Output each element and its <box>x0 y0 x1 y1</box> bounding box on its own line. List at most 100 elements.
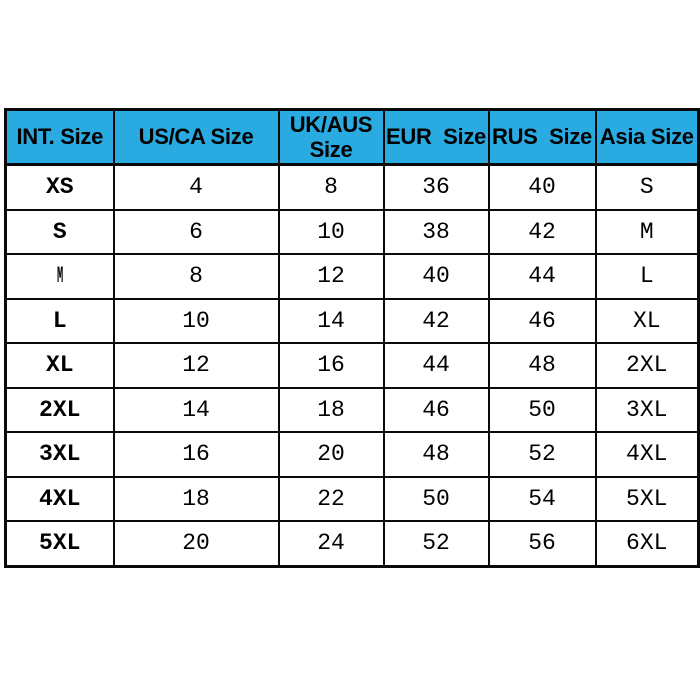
cell-value: 3XL <box>39 441 81 468</box>
header-cell-col0: INT. Size <box>4 108 115 166</box>
header-cell-col3: EUR Size <box>382 108 490 166</box>
cell-value: 4XL <box>39 485 81 512</box>
cell-value: 4XL <box>626 441 668 468</box>
table-row: 3XL 16 20 48 52 4XL <box>4 431 700 478</box>
cell-value: XL <box>632 307 661 334</box>
table-cell: 36 <box>382 163 490 211</box>
table-cell: L <box>4 297 115 344</box>
cell-value: 42 <box>422 307 450 334</box>
table-row: 5XL 20 24 52 56 6XL <box>4 520 700 567</box>
table-cell: XS <box>4 163 115 211</box>
table-cell: S <box>4 208 115 255</box>
header-cell-col1: US/CA Size <box>112 108 280 166</box>
table-cell: 18 <box>277 386 385 433</box>
table-cell: 52 <box>487 431 597 478</box>
cell-value: 50 <box>422 485 450 512</box>
cell-value: 16 <box>182 441 210 468</box>
cell-value: 44 <box>422 352 450 379</box>
table-cell: 2XL <box>4 386 115 433</box>
header-cell-col5: Asia Size <box>594 108 700 166</box>
table-cell: 48 <box>382 431 490 478</box>
cell-value: 46 <box>528 307 556 334</box>
cell-value: M <box>639 218 654 245</box>
cell-value: 4 <box>189 174 203 201</box>
cell-value: 52 <box>528 441 556 468</box>
table-cell: XL <box>594 297 700 344</box>
table-cell: 18 <box>112 475 280 522</box>
size-conversion-table: INT. Size US/CA Size UK/AUS Size EUR Size RU… <box>4 108 700 568</box>
table-cell: 46 <box>382 386 490 433</box>
table-cell: 6 <box>112 208 280 255</box>
table-cell: 6XL <box>594 520 700 567</box>
table-cell: 52 <box>382 520 490 567</box>
table-cell: 4XL <box>4 475 115 522</box>
table-cell: 14 <box>277 297 385 344</box>
cell-value: 40 <box>422 263 450 290</box>
table-cell: 48 <box>487 342 597 389</box>
cell-value: 22 <box>317 485 345 512</box>
table-cell: 54 <box>487 475 597 522</box>
cell-value: 16 <box>317 352 345 379</box>
cell-value: XS <box>45 174 74 201</box>
table-cell: 46 <box>487 297 597 344</box>
table-cell: M <box>4 253 115 300</box>
header-cell-col4: RUS Size <box>487 108 597 166</box>
table-cell: 44 <box>487 253 597 300</box>
table-cell: 14 <box>112 386 280 433</box>
table-cell: 4XL <box>594 431 700 478</box>
table-cell: 16 <box>277 342 385 389</box>
cell-value: 10 <box>317 218 345 245</box>
cell-value: 8 <box>189 263 203 290</box>
cell-value: 56 <box>528 530 556 557</box>
cell-value: 2XL <box>39 396 81 423</box>
header-label: EUR Size <box>386 124 486 150</box>
table-cell: 8 <box>277 163 385 211</box>
cell-value: 48 <box>422 441 450 468</box>
cell-value: 3XL <box>626 396 668 423</box>
cell-value: 10 <box>182 307 210 334</box>
cell-value: 18 <box>182 485 210 512</box>
cell-value: 8 <box>324 174 338 201</box>
table-cell: 4 <box>112 163 280 211</box>
table-cell: 22 <box>277 475 385 522</box>
table-row: L 10 14 42 46 XL <box>4 297 700 344</box>
cell-value: 24 <box>317 530 345 557</box>
table-row: 2XL 14 18 46 50 3XL <box>4 386 700 433</box>
table-cell: 40 <box>487 163 597 211</box>
header-label: UK/AUS Size <box>289 111 373 162</box>
table-cell: 5XL <box>4 520 115 567</box>
cell-value: 20 <box>182 530 210 557</box>
table-cell: 42 <box>382 297 490 344</box>
cell-value: 52 <box>422 530 450 557</box>
cell-value: 40 <box>528 174 556 201</box>
cell-value: 5XL <box>626 485 668 512</box>
cell-value: 2XL <box>626 352 668 379</box>
table-cell: 44 <box>382 342 490 389</box>
cell-value: 12 <box>182 352 210 379</box>
cell-value: 54 <box>528 485 556 512</box>
table-cell: XL <box>4 342 115 389</box>
cell-value: 6XL <box>626 530 668 557</box>
header-label: US/CA Size <box>138 124 254 150</box>
cell-value: S <box>639 174 654 201</box>
table-cell: 12 <box>112 342 280 389</box>
cell-value: 6 <box>189 218 203 245</box>
cell-value: 18 <box>317 396 345 423</box>
table-cell: 10 <box>277 208 385 255</box>
table-cell: S <box>594 163 700 211</box>
table-cell: 8 <box>112 253 280 300</box>
table-cell: 38 <box>382 208 490 255</box>
table-cell: 24 <box>277 520 385 567</box>
table-cell: 3XL <box>4 431 115 478</box>
cell-value: M <box>57 263 63 290</box>
table-cell: 40 <box>382 253 490 300</box>
cell-value: L <box>639 263 654 290</box>
cell-value: 44 <box>528 263 556 290</box>
table-cell: 20 <box>277 431 385 478</box>
cell-value: XL <box>45 352 74 379</box>
table-cell: M <box>594 208 700 255</box>
cell-value: 38 <box>422 218 450 245</box>
cell-value: L <box>52 307 67 334</box>
header-label: RUS Size <box>492 124 592 150</box>
